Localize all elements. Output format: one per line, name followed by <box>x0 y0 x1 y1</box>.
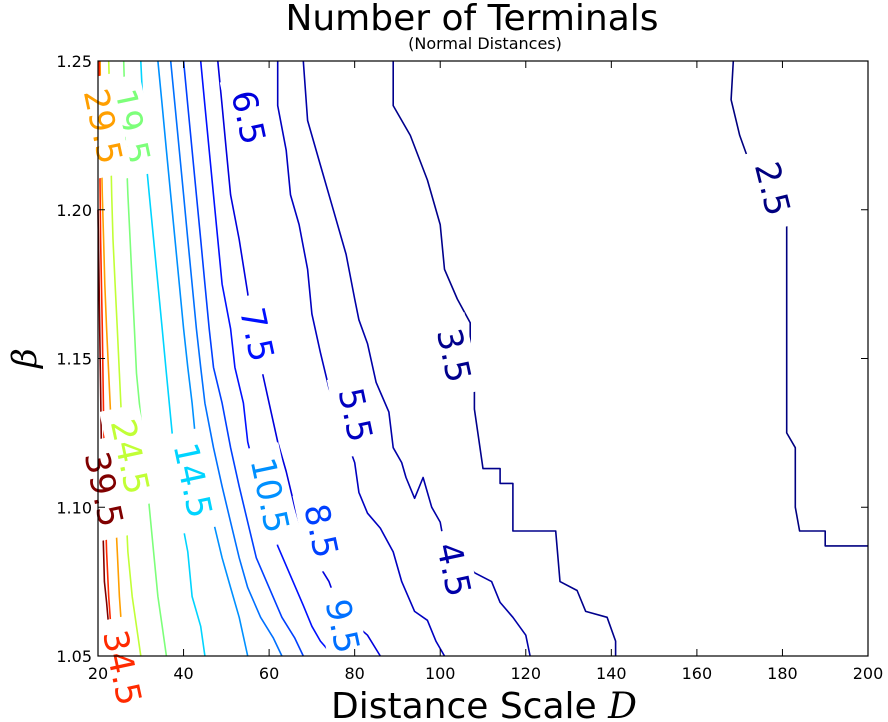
contour-label-7-5: 7.5 <box>231 304 281 365</box>
contour-line-9-5 <box>169 60 283 657</box>
contour-label-5-5: 5.5 <box>330 384 380 445</box>
contour-label-bg-6-5 <box>219 74 276 161</box>
contour-line-2-5 <box>730 60 868 547</box>
x-axis-ticks: 20 40 60 80 100 120 140 160 180 200 <box>88 61 883 683</box>
y-axis-label: β <box>5 348 45 370</box>
contour-line-3-5 <box>392 61 617 656</box>
x-tick-label-20: 20 <box>88 664 108 683</box>
x-axis-label-text: Distance Scale <box>331 686 597 722</box>
chart-subtitle: (Normal Distances) <box>408 34 562 53</box>
contour-label-bg-24-5 <box>99 403 160 510</box>
x-tick-label-140: 140 <box>596 664 627 683</box>
y-tick-label-1.20: 1.20 <box>56 201 92 220</box>
contour-line-8-5 <box>182 60 305 657</box>
y-tick-label-1.05: 1.05 <box>56 647 92 666</box>
contour-label-2-5: 2.5 <box>746 158 798 220</box>
contour-label-9-5: 9.5 <box>317 596 367 657</box>
contour-label-bg-14-5 <box>162 427 223 534</box>
contour-label-bg-3-5 <box>425 312 481 399</box>
contour-line-10-5 <box>157 60 249 657</box>
contour-line-4-5 <box>302 60 531 657</box>
x-tick-label-200: 200 <box>853 664 884 683</box>
contour-label-bg-29-5 <box>72 73 133 180</box>
x-axis-label: Distance Scale D <box>331 686 637 722</box>
chart-title: Number of Terminals <box>285 0 658 39</box>
contour-label-bg-10-5 <box>239 442 300 549</box>
contour-label-bg-7-5 <box>228 291 285 378</box>
x-axis-label-symbol: D <box>607 686 637 722</box>
contour-label-4-5: 4.5 <box>428 539 478 600</box>
contour-label-bg-8-5 <box>292 487 349 575</box>
y-tick-label-1.15: 1.15 <box>56 350 92 369</box>
y-tick-label-1.25: 1.25 <box>56 52 92 71</box>
y-axis-ticks: 1.05 1.10 1.15 1.20 1.25 <box>56 52 868 666</box>
contour-label-bg-34-5 <box>91 614 152 721</box>
x-tick-label-40: 40 <box>173 664 193 683</box>
contour-label-bg-5-5 <box>326 371 383 459</box>
x-tick-label-120: 120 <box>511 664 542 683</box>
contour-label-bg-9-5 <box>313 583 370 670</box>
contour-labels: 2.53.54.55.56.57.58.59.510.514.519.524.5… <box>72 73 801 721</box>
contour-line-7-5 <box>199 60 334 657</box>
contour-label-8-5: 8.5 <box>295 500 345 561</box>
contour-line-5-5 <box>276 61 446 657</box>
contour-label-bg-2-5 <box>742 145 801 233</box>
x-tick-label-80: 80 <box>344 664 364 683</box>
contour-label-bg-4-5 <box>425 526 481 613</box>
x-tick-label-180: 180 <box>767 664 798 683</box>
contour-label-bg-39-5 <box>73 436 134 543</box>
x-tick-label-100: 100 <box>425 664 456 683</box>
x-tick-label-160: 160 <box>682 664 713 683</box>
contour-label-10-5: 10.5 <box>242 454 297 536</box>
contour-label-6-5: 6.5 <box>223 87 273 148</box>
plot-frame <box>97 60 869 657</box>
contour-label-14-5: 14.5 <box>165 439 220 521</box>
contour-lines <box>97 60 868 657</box>
x-tick-label-60: 60 <box>259 664 279 683</box>
y-tick-label-1.10: 1.10 <box>56 498 92 517</box>
